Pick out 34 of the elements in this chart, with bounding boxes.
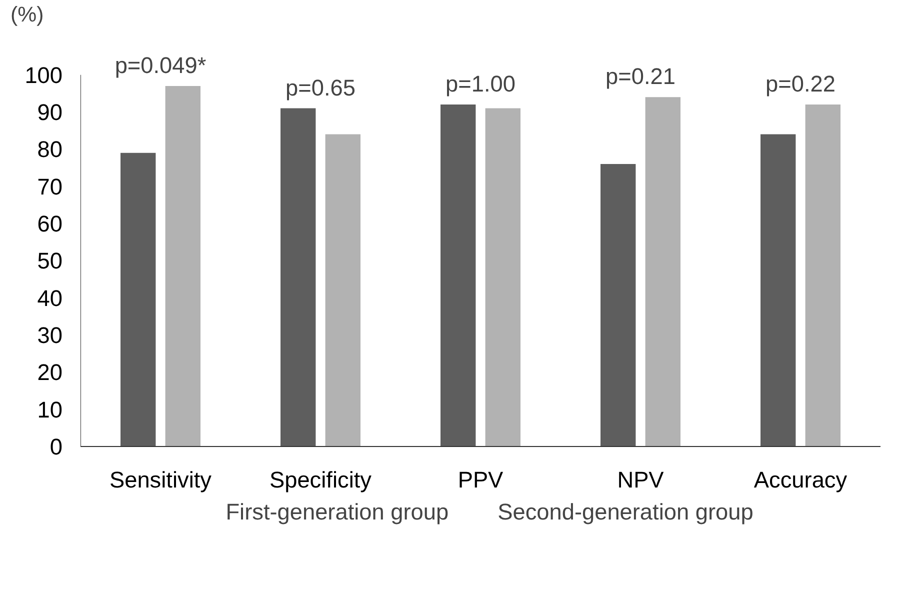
bar	[325, 134, 360, 446]
bar	[805, 104, 840, 446]
y-tick-label: 80	[37, 136, 62, 162]
y-tick-label: 60	[37, 210, 62, 236]
y-axis-title: (%)	[10, 2, 44, 26]
x-tick-label: NPV	[617, 466, 665, 492]
x-tick-label: Specificity	[270, 466, 372, 492]
annotation: p=0.049*	[114, 52, 206, 78]
annotation: p=0.21	[606, 63, 676, 90]
bar	[645, 97, 680, 446]
y-tick-label: 100	[24, 62, 63, 88]
y-tick-label: 30	[37, 322, 62, 348]
bar	[760, 134, 796, 446]
annotation: p=0.65	[286, 74, 356, 100]
bar	[600, 164, 636, 446]
x-tick-label: Sensitivity	[110, 466, 212, 492]
y-tick-label: 40	[37, 284, 62, 311]
bar	[440, 104, 476, 446]
x-tick-label: Accuracy	[754, 466, 848, 492]
text: First-generation group	[226, 498, 449, 526]
annotation: p=1.00	[446, 70, 516, 97]
annotation: p=0.22	[766, 70, 836, 97]
bar	[120, 152, 156, 446]
y-tick-label: 0	[50, 434, 63, 460]
text: Second-generation group	[498, 498, 754, 526]
y-tick-label: 20	[37, 359, 62, 386]
bar	[485, 108, 520, 446]
y-tick-label: 50	[37, 248, 62, 274]
bar	[280, 108, 316, 446]
y-tick-label: 90	[37, 98, 62, 125]
y-tick-label: 70	[37, 173, 62, 200]
x-tick-label: PPV	[458, 466, 504, 492]
y-tick-label: 10	[37, 396, 62, 422]
bar	[165, 86, 200, 446]
